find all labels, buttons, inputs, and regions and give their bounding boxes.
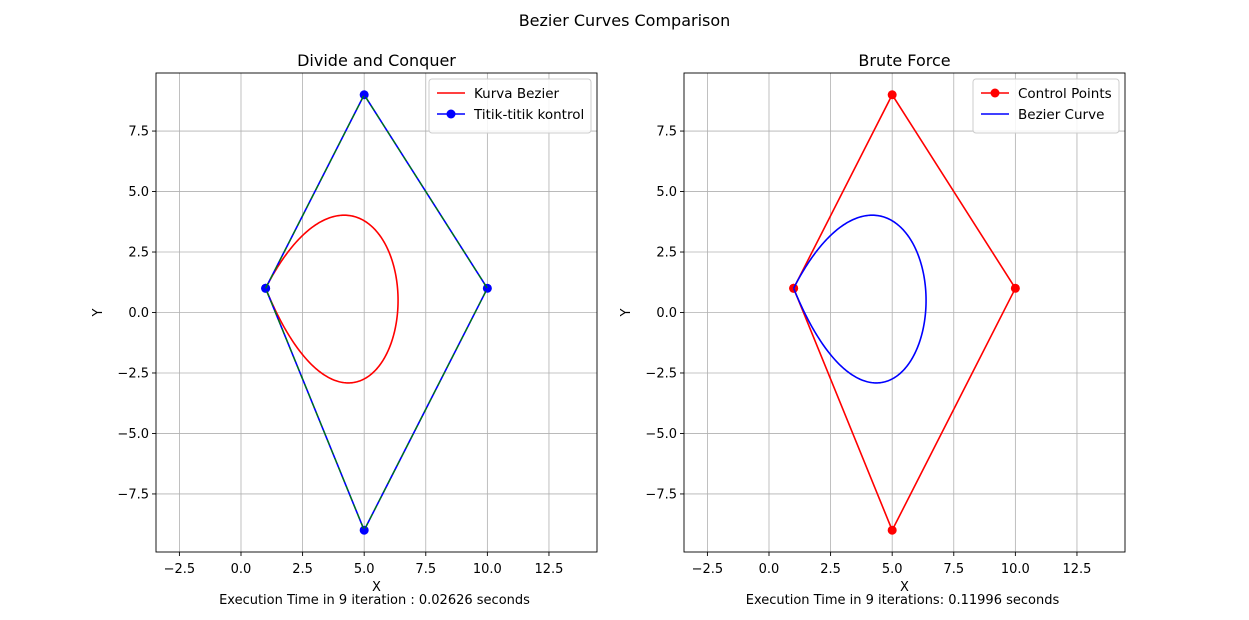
x-tick-label: 7.5 <box>415 562 436 577</box>
x-tick-label: 2.5 <box>292 562 313 577</box>
x-tick-label: 7.5 <box>943 562 964 577</box>
y-tick-label: −5.0 <box>645 427 677 442</box>
legend: Kurva Bezier Titik-titik kontrol <box>428 78 592 134</box>
x-tick-label: 0.0 <box>231 562 252 577</box>
y-tick-label: −5.0 <box>117 427 149 442</box>
x-axis-label: X <box>900 580 909 595</box>
chart-title: Brute Force <box>858 51 950 70</box>
execution-time-note: Execution Time in 9 iteration : 0.02626 … <box>219 593 530 608</box>
chart-panel-brute-force: −2.5 0.0 2.5 5.0 7.5 10.0 12.5 −7.5 −5.0 −2.5 0.0 2… <box>619 51 1126 608</box>
y-tick-label: 0.0 <box>656 306 677 321</box>
y-tick-label: 5.0 <box>128 185 149 200</box>
execution-time-note: Execution Time in 9 iterations: 0.11996 … <box>746 593 1060 608</box>
control-point-marker <box>359 90 369 100</box>
x-tick-label: 10.0 <box>473 562 502 577</box>
x-tick-label: 0.0 <box>759 562 780 577</box>
legend-entry-label: Kurva Bezier <box>474 86 560 102</box>
control-point-marker <box>887 525 897 535</box>
y-tick-label: −2.5 <box>645 366 677 381</box>
x-tick-label: 12.5 <box>1062 562 1091 577</box>
x-tick-label: 2.5 <box>820 562 841 577</box>
control-point-marker <box>482 283 492 293</box>
bezier-curve-line <box>264 214 399 384</box>
legend-box <box>972 78 1120 134</box>
x-tick-label: −2.5 <box>164 562 196 577</box>
control-overlay-line <box>265 93 489 532</box>
y-tick-label: 2.5 <box>656 246 677 261</box>
y-tick-label: 5.0 <box>656 185 677 200</box>
x-tick-label: 5.0 <box>354 562 375 577</box>
y-tick-label: 7.5 <box>656 125 677 140</box>
y-tick-label: −7.5 <box>645 487 677 502</box>
legend-entry-label: Bezier Curve <box>1018 107 1104 123</box>
bezier-curve-line <box>792 214 927 384</box>
legend-marker-swatch <box>990 88 1000 98</box>
y-tick-label: −7.5 <box>117 487 149 502</box>
x-tick-label: −2.5 <box>692 562 724 577</box>
control-point-marker <box>1010 283 1020 293</box>
y-axis-label: Y <box>619 308 634 317</box>
chart-title: Divide and Conquer <box>297 51 456 70</box>
legend: Control Points Bezier Curve <box>972 78 1120 134</box>
x-tick-label: 12.5 <box>534 562 563 577</box>
legend-entry-label: Control Points <box>1018 86 1112 102</box>
y-tick-label: 2.5 <box>128 246 149 261</box>
y-tick-label: −2.5 <box>117 366 149 381</box>
chart-panel-divide-and-conquer: −2.5 0.0 2.5 5.0 7.5 10.0 12.5 −7.5 −5.0 −2.5 0.0 2… <box>91 51 598 608</box>
legend-box <box>428 78 592 134</box>
legend-entry-label: Titik-titik kontrol <box>473 107 584 123</box>
y-axis-label: Y <box>91 308 106 317</box>
figure-title: Bezier Curves Comparison <box>519 11 731 30</box>
y-tick-label: 0.0 <box>128 306 149 321</box>
y-tick-label: 7.5 <box>128 125 149 140</box>
legend-marker-swatch <box>446 109 456 119</box>
x-tick-label: 10.0 <box>1001 562 1030 577</box>
control-point-marker <box>887 90 897 100</box>
x-axis-label: X <box>372 580 381 595</box>
control-point-marker <box>359 525 369 535</box>
x-tick-label: 5.0 <box>882 562 903 577</box>
